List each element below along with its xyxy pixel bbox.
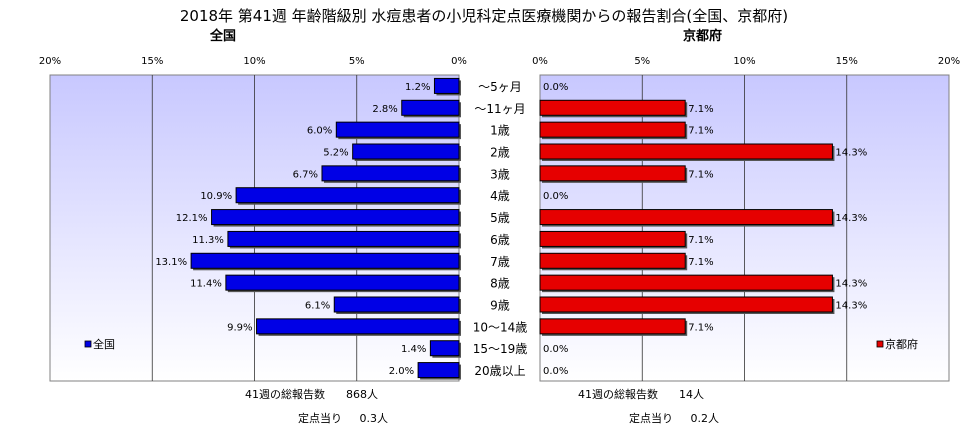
- category-label: ～11ヶ月: [474, 102, 525, 116]
- kyoto-value-label: 0.0%: [543, 366, 568, 377]
- national-panel-title: 全国: [210, 29, 237, 44]
- national-legend-swatch: [84, 340, 92, 348]
- national-per-sentinel: 定点当り 0.3人: [298, 410, 388, 426]
- national-per-label: 定点当り: [298, 412, 342, 425]
- national-value-label: 11.3%: [192, 235, 224, 246]
- national-total-value: 868人: [345, 388, 378, 401]
- kyoto-value-label: 7.1%: [688, 169, 713, 180]
- national-bar: [417, 362, 460, 379]
- national-value-label: 6.1%: [305, 301, 330, 312]
- national-bar: [401, 99, 460, 116]
- national-bar: [227, 230, 460, 247]
- national-value-label: 6.0%: [307, 126, 332, 137]
- kyoto-bar: [539, 143, 833, 160]
- national-per-value: 0.3人: [359, 412, 388, 425]
- kyoto-bar: [539, 318, 686, 335]
- category-label: 3歳: [490, 167, 510, 181]
- kyoto-value-label: 14.3%: [835, 213, 867, 224]
- category-label: 20歳以上: [474, 364, 525, 378]
- category-label: 2歳: [490, 146, 510, 160]
- chart-canvas: 20% 15% 10% 5% 0% 1.2% 2.8% 6.0% 5.2% 6.7% 10.9% 12…: [39, 56, 960, 382]
- kyoto-value-label: 7.1%: [688, 257, 713, 268]
- kyoto-bar: [539, 230, 686, 247]
- national-value-label: 10.9%: [200, 191, 232, 202]
- national-total-reports: 41週の総報告数 868人: [245, 386, 378, 402]
- category-label: 15～19歳: [473, 342, 528, 356]
- national-value-label: 12.1%: [176, 213, 208, 224]
- category-label: 6歳: [490, 233, 510, 247]
- category-label: 7歳: [490, 255, 510, 269]
- kyoto-value-label: 0.0%: [543, 191, 568, 202]
- kyoto-value-label: 7.1%: [688, 126, 713, 137]
- national-value-label: 9.9%: [227, 322, 252, 333]
- kyoto-legend-swatch: [876, 340, 884, 348]
- kyoto-panel-title: 京都府: [683, 29, 723, 44]
- kyoto-bar: [539, 209, 833, 226]
- kyoto-tick-label: 15%: [836, 56, 858, 67]
- kyoto-total-reports: 41週の総報告数 14人: [578, 386, 704, 402]
- national-tick-label: 10%: [243, 56, 265, 67]
- kyoto-tick-label: 20%: [938, 56, 960, 67]
- national-bar: [335, 121, 460, 138]
- category-label: ～5ヶ月: [478, 80, 522, 94]
- category-label: 10～14歳: [473, 320, 528, 334]
- national-bar: [352, 143, 460, 160]
- kyoto-per-label: 定点当り: [629, 412, 673, 425]
- kyoto-value-label: 14.3%: [835, 148, 867, 159]
- kyoto-total-value: 14人: [678, 388, 704, 401]
- kyoto-bar: [539, 296, 833, 313]
- national-total-label: 41週の総報告数: [245, 388, 325, 401]
- national-tick-label: 5%: [349, 56, 365, 67]
- category-label: 5歳: [490, 211, 510, 225]
- national-bar: [429, 340, 460, 357]
- kyoto-value-label: 0.0%: [543, 344, 568, 355]
- kyoto-value-label: 0.0%: [543, 82, 568, 93]
- kyoto-tick-label: 10%: [733, 56, 755, 67]
- kyoto-legend-label: 京都府: [885, 337, 918, 351]
- kyoto-tick-label: 0%: [532, 56, 548, 67]
- category-label: 1歳: [490, 124, 510, 138]
- national-bar: [256, 318, 460, 335]
- category-label: 8歳: [490, 277, 510, 291]
- national-value-label: 6.7%: [293, 169, 318, 180]
- national-bar: [225, 274, 460, 291]
- national-value-label: 5.2%: [323, 148, 348, 159]
- national-value-label: 1.2%: [405, 82, 430, 93]
- kyoto-bar: [539, 99, 686, 116]
- kyoto-bar: [539, 252, 686, 269]
- national-tick-label: 0%: [451, 56, 467, 67]
- national-value-label: 2.8%: [372, 104, 397, 115]
- national-value-label: 13.1%: [155, 257, 187, 268]
- kyoto-tick-label: 5%: [634, 56, 650, 67]
- national-bar: [235, 187, 460, 204]
- national-tick-label: 15%: [141, 56, 163, 67]
- national-bar: [433, 77, 460, 94]
- national-bar: [211, 209, 460, 226]
- national-legend-label: 全国: [93, 337, 115, 351]
- kyoto-value-label: 14.3%: [835, 301, 867, 312]
- national-value-label: 11.4%: [190, 279, 222, 290]
- kyoto-per-value: 0.2人: [690, 412, 719, 425]
- kyoto-bar: [539, 165, 686, 182]
- kyoto-value-label: 7.1%: [688, 104, 713, 115]
- national-tick-label: 20%: [39, 56, 61, 67]
- national-value-label: 1.4%: [401, 344, 426, 355]
- kyoto-total-label: 41週の総報告数: [578, 388, 658, 401]
- category-label: 4歳: [490, 189, 510, 203]
- kyoto-value-label: 7.1%: [688, 322, 713, 333]
- kyoto-value-label: 14.3%: [835, 279, 867, 290]
- kyoto-bar: [539, 274, 833, 291]
- national-bar: [190, 252, 460, 269]
- category-label: 9歳: [490, 299, 510, 313]
- kyoto-bar: [539, 121, 686, 138]
- kyoto-value-label: 7.1%: [688, 235, 713, 246]
- national-value-label: 2.0%: [389, 366, 414, 377]
- national-bar: [321, 165, 460, 182]
- chart-title: 2018年 第41週 年齢階級別 水痘患者の小児科定点医療機関からの報告割合(全…: [179, 7, 789, 25]
- kyoto-per-sentinel: 定点当り 0.2人: [629, 410, 719, 426]
- national-bar: [333, 296, 460, 313]
